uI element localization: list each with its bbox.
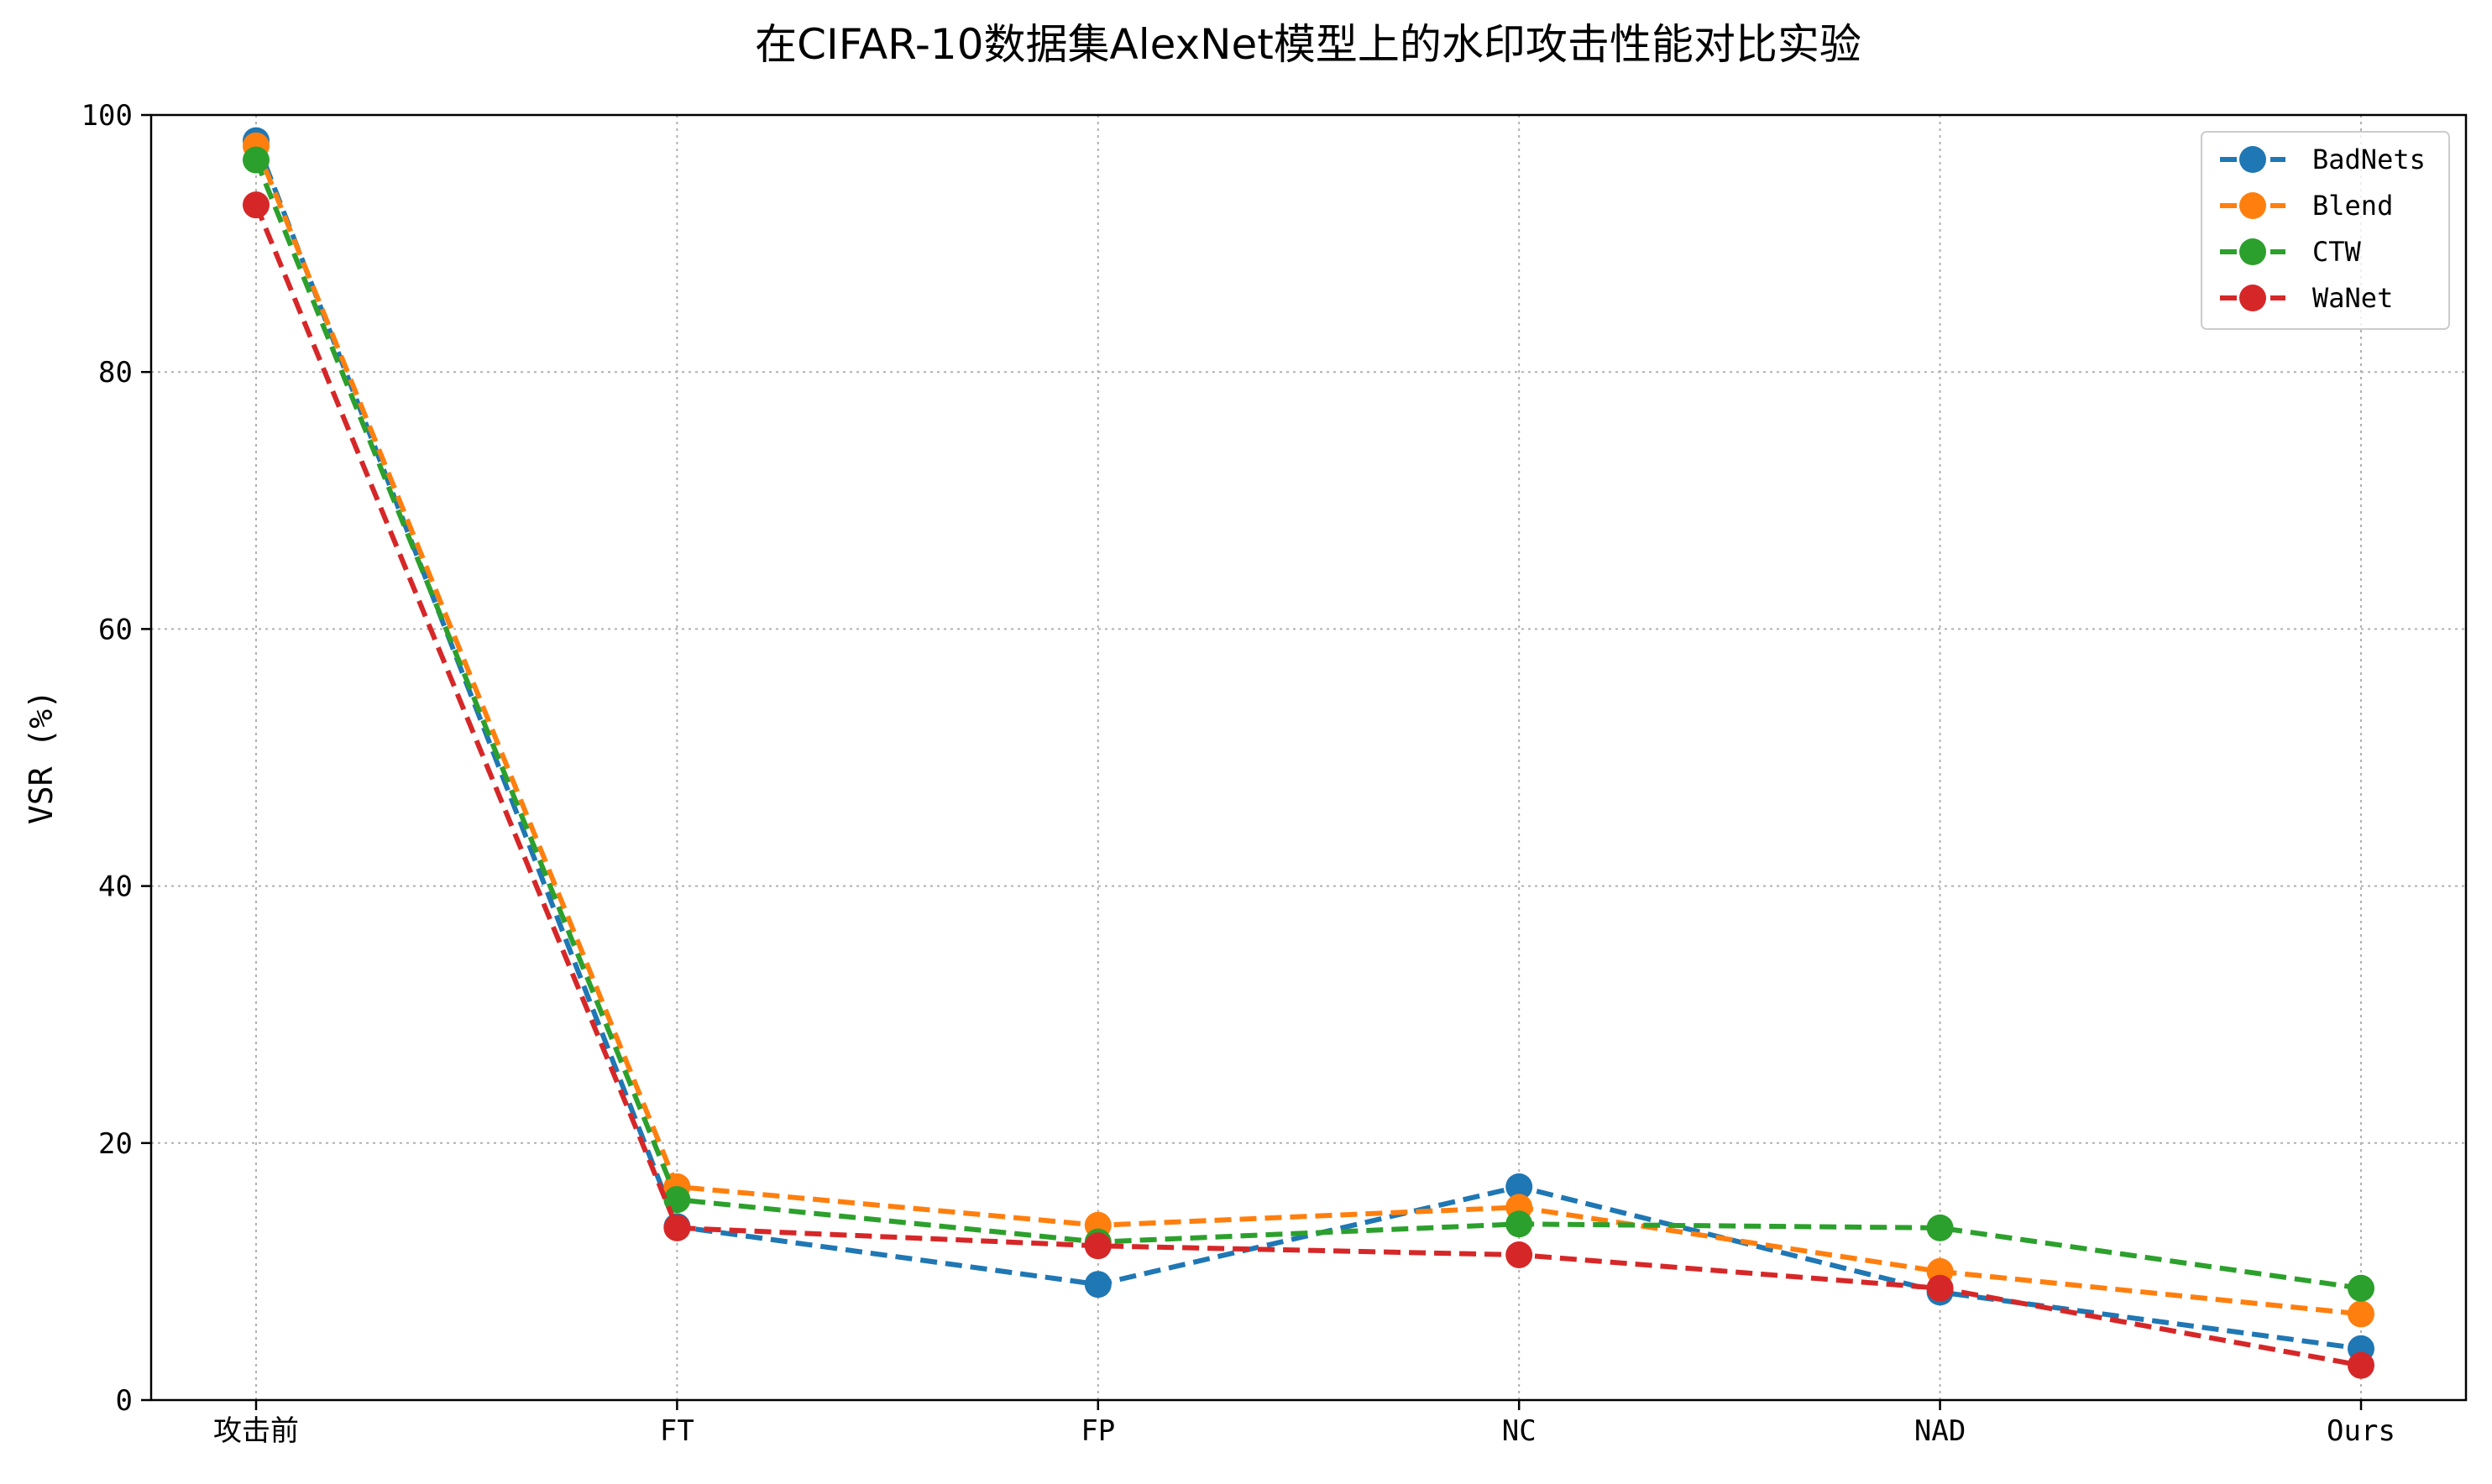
legend-marker-blend (2239, 192, 2266, 219)
data-point-badnets (1084, 1271, 1112, 1298)
data-point-wanet (1505, 1241, 1533, 1268)
data-point-wanet (243, 191, 270, 219)
plot-frame (149, 113, 2468, 1402)
series-layer (243, 127, 2374, 1379)
y-axis-label: VSR (%) (23, 690, 60, 824)
legend: BadNets Blend CTW WaNet (2201, 131, 2450, 330)
x-tick-label: FT (660, 1414, 694, 1448)
data-point-wanet (1084, 1232, 1112, 1260)
data-point-wanet (663, 1214, 691, 1241)
legend-label-wanet: WaNet (2312, 282, 2393, 314)
y-tick-label: 60 (98, 613, 133, 646)
y-tick-label: 100 (81, 99, 133, 133)
x-tick-label: NC (1502, 1414, 1537, 1448)
y-axis: 0 20 40 60 80 100 (81, 99, 151, 1418)
y-tick-label: 80 (98, 356, 133, 389)
data-point-blend (2348, 1300, 2374, 1328)
legend-marker-badnets (2239, 146, 2266, 173)
y-tick-label: 0 (116, 1384, 133, 1418)
x-tick-label: Ours (2327, 1414, 2395, 1448)
x-tick-label: 攻击前 (213, 1414, 299, 1448)
chart-title: 在CIFAR-10数据集AlexNet模型上的水印攻击性能对比实验 (755, 20, 1861, 69)
x-tick-label: FP (1081, 1414, 1115, 1448)
x-axis: 攻击前 FT FP NC NAD Ours (213, 1400, 2395, 1448)
series-line-blend (254, 144, 2362, 1317)
legend-box (2201, 131, 2450, 330)
legend-label-ctw: CTW (2312, 236, 2362, 268)
data-point-ctw (1505, 1210, 1533, 1238)
data-point-wanet (1926, 1274, 1954, 1302)
series-line-wanet (254, 204, 2362, 1368)
data-point-badnets (1505, 1173, 1533, 1200)
legend-label-blend: Blend (2312, 190, 2393, 222)
series-line-badnets (254, 139, 2362, 1351)
data-point-wanet (2348, 1351, 2374, 1379)
data-point-ctw (2348, 1274, 2374, 1302)
y-tick-label: 20 (98, 1127, 133, 1161)
legend-marker-ctw (2239, 238, 2266, 265)
x-tick-label: NAD (1914, 1414, 1966, 1448)
data-point-ctw (1926, 1214, 1954, 1241)
data-point-ctw (243, 146, 270, 174)
legend-marker-wanet (2239, 285, 2266, 311)
series-line-ctw (254, 159, 2362, 1291)
y-tick-label: 40 (98, 870, 133, 904)
legend-label-badnets: BadNets (2312, 144, 2426, 175)
